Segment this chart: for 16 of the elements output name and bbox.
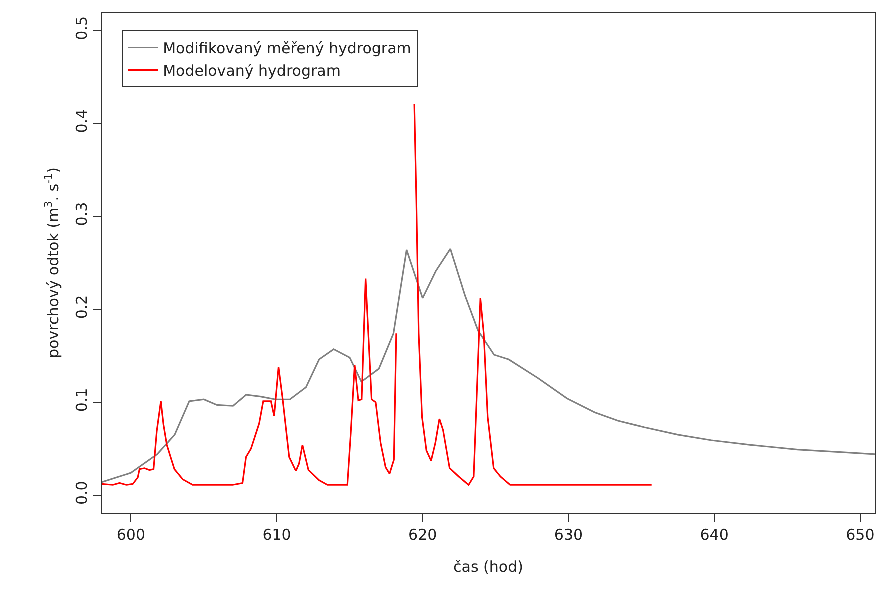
y-tick-label: 0.0 <box>73 481 91 506</box>
x-tick-label: 650 <box>846 526 875 544</box>
y-tick-label: 0.4 <box>73 109 91 134</box>
y-tick-label: 0.1 <box>73 388 91 412</box>
y-tick-label: 0.2 <box>73 295 91 320</box>
x-tick-label: 620 <box>408 526 438 544</box>
x-tick-label: 610 <box>262 526 292 544</box>
line-series <box>102 248 875 484</box>
x-tick-label: 640 <box>700 526 729 544</box>
x-tick-label: 630 <box>554 526 584 544</box>
legend-label: Modifikovaný měřený hydrogram <box>163 40 412 58</box>
y-tick-label: 0.5 <box>73 16 91 40</box>
x-tick-label: 600 <box>116 526 146 544</box>
x-axis-title: čas (hod) <box>454 558 524 576</box>
legend-label: Modelovaný hydrogram <box>163 62 341 80</box>
y-tick-label: 0.3 <box>73 202 91 226</box>
